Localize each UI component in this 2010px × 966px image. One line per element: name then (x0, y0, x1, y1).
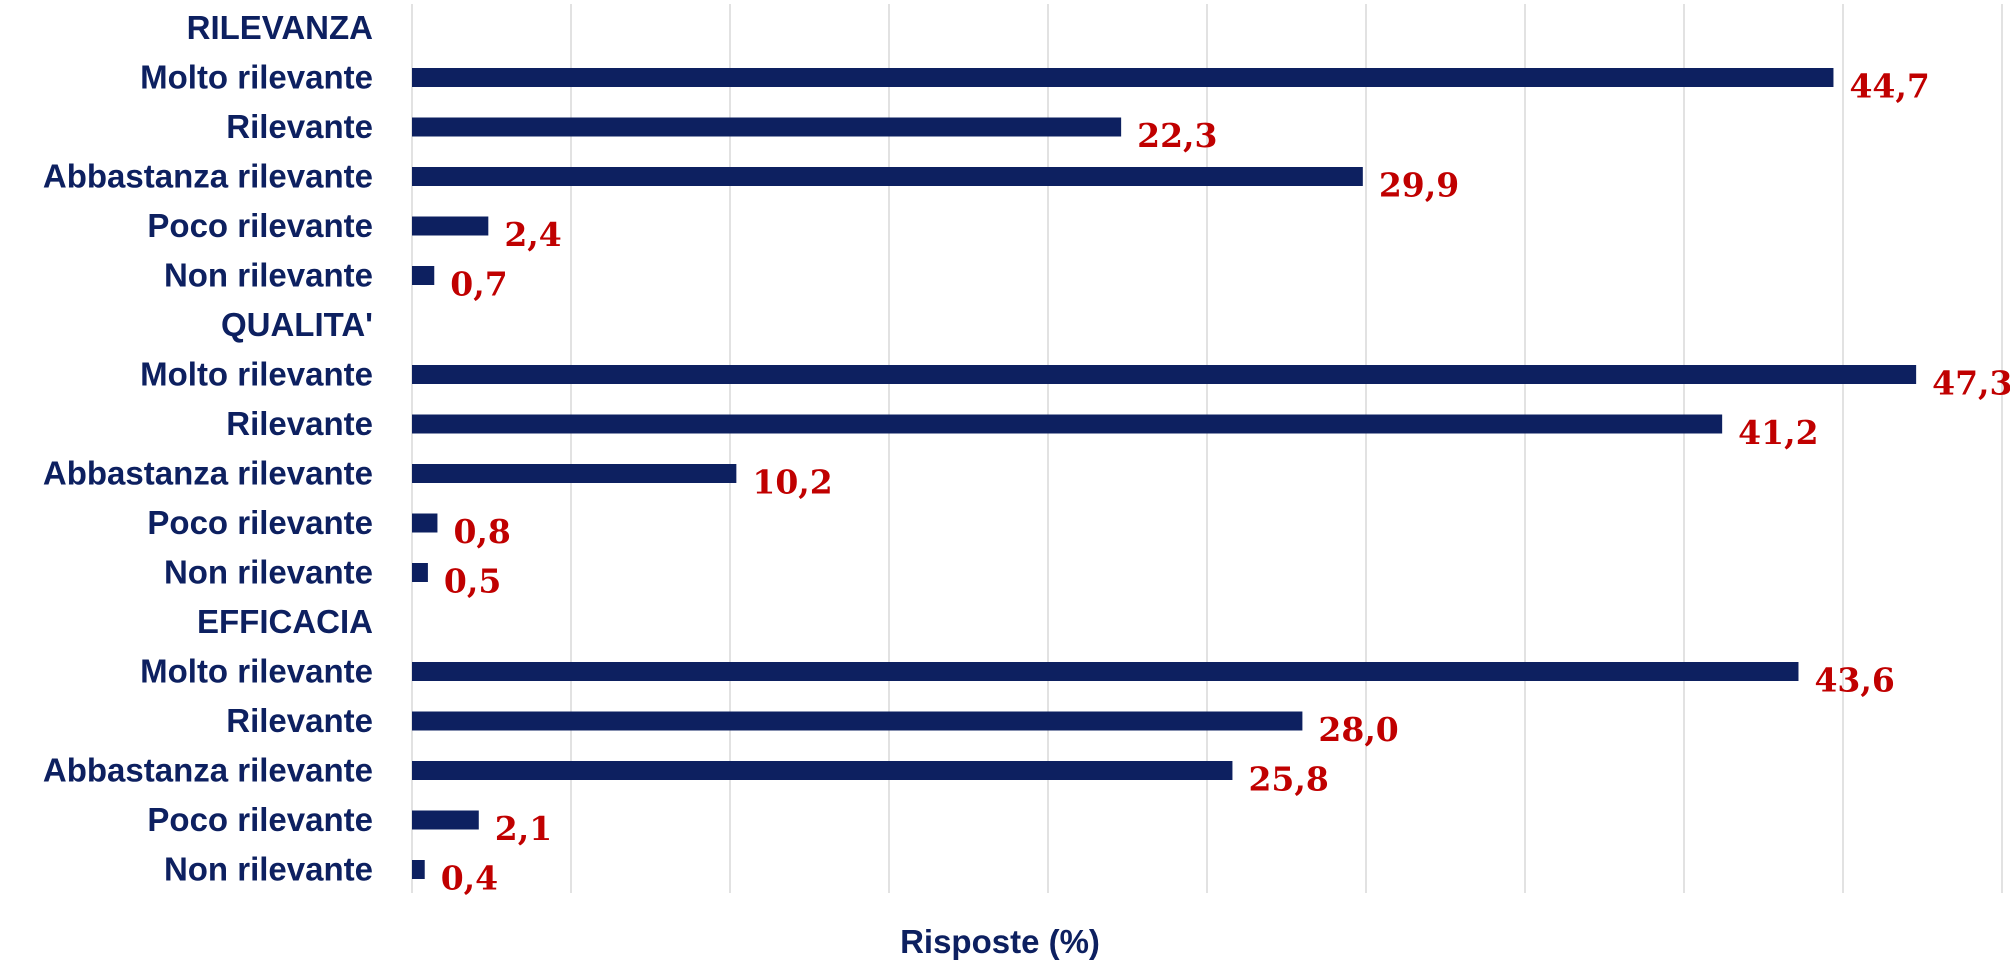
gridlines (411, 4, 2003, 893)
data-label: 22,3 (1137, 116, 1217, 155)
category-label: Rilevante (226, 108, 373, 145)
bar (412, 68, 1834, 87)
data-label: 10,2 (752, 463, 832, 502)
category-label: Molto rilevante (140, 653, 373, 690)
group-header-label: EFFICACIA (197, 603, 373, 640)
bar (412, 414, 1723, 434)
data-label: 41,2 (1738, 413, 1818, 452)
bar (412, 563, 428, 582)
bar (412, 464, 737, 483)
data-label: 43,6 (1814, 661, 1894, 700)
x-axis-title: Risposte (%) (900, 923, 1100, 960)
bar (412, 167, 1363, 186)
data-label: 0,7 (450, 265, 507, 304)
category-label: Molto rilevante (140, 356, 373, 393)
bar (412, 662, 1799, 681)
data-label: 25,8 (1248, 760, 1328, 799)
category-label: Molto rilevante (140, 59, 373, 96)
data-label: 2,4 (504, 215, 561, 254)
bar (412, 761, 1233, 780)
bar (412, 711, 1303, 731)
data-label: 44,7 (1849, 67, 1929, 106)
category-label: Poco rilevante (147, 504, 373, 541)
bar (412, 216, 489, 236)
data-label: 0,4 (441, 859, 498, 898)
bar (412, 860, 425, 879)
group-header-label: RILEVANZA (187, 9, 373, 46)
data-label: 28,0 (1318, 710, 1398, 749)
category-label: Rilevante (226, 405, 373, 442)
bar (412, 513, 438, 533)
category-label: Rilevante (226, 702, 373, 739)
data-label: 0,5 (444, 562, 501, 601)
category-label: Abbastanza rilevante (43, 752, 373, 789)
category-label: Abbastanza rilevante (43, 455, 373, 492)
category-label: Non rilevante (164, 851, 373, 888)
value-labels: 44,7 22,3 29,9 2,4 0,7 47,3 41,2 10,2 0,8 0,5 43,6… (441, 67, 2010, 898)
data-label: 29,9 (1379, 166, 1459, 205)
group-header-label: QUALITA' (221, 306, 373, 343)
category-label: Poco rilevante (147, 801, 373, 838)
data-label: 47,3 (1932, 364, 2010, 403)
bar (412, 365, 1917, 384)
bar (412, 810, 479, 830)
category-label: Non rilevante (164, 257, 373, 294)
bar (412, 117, 1122, 137)
category-label: Non rilevante (164, 554, 373, 591)
data-label: 2,1 (495, 809, 552, 848)
category-labels: RILEVANZA Molto rilevante Rilevante Abbasta… (43, 9, 373, 888)
category-label: Poco rilevante (147, 207, 373, 244)
bars (412, 68, 1917, 879)
bar (412, 266, 435, 285)
category-label: Abbastanza rilevante (43, 158, 373, 195)
data-label: 0,8 (453, 512, 510, 551)
